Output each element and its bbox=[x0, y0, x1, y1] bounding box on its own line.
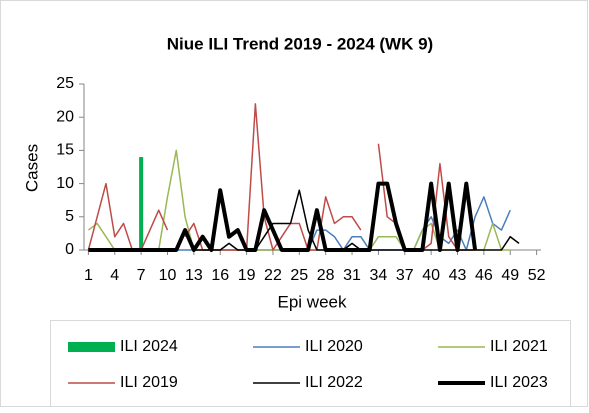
x-tick-label: 49 bbox=[501, 267, 519, 284]
x-tick-label: 7 bbox=[137, 267, 146, 284]
y-tick-label: 25 bbox=[56, 75, 74, 92]
x-tick-label: 25 bbox=[290, 267, 308, 284]
y-tick-label: 0 bbox=[65, 241, 74, 258]
x-tick-label: 40 bbox=[422, 267, 440, 284]
x-axis-label: Epi week bbox=[278, 292, 347, 311]
y-tick-label: 10 bbox=[56, 175, 74, 192]
y-tick-label: 15 bbox=[56, 142, 74, 159]
x-tick-label: 34 bbox=[370, 267, 388, 284]
x-tick-label: 52 bbox=[528, 267, 546, 284]
line bbox=[88, 181, 478, 252]
x-tick-label: 22 bbox=[264, 267, 282, 284]
x-tick-label: 43 bbox=[449, 267, 467, 284]
x-tick-label: 1 bbox=[84, 267, 93, 284]
x-tick-label: 16 bbox=[211, 267, 229, 284]
legend-label: ILI 2022 bbox=[305, 374, 363, 391]
legend-box bbox=[50, 320, 571, 407]
x-tick-label: 37 bbox=[396, 267, 414, 284]
legend-swatch bbox=[68, 342, 115, 352]
y-tick-label: 20 bbox=[56, 108, 74, 125]
x-tick-label: 4 bbox=[110, 267, 119, 284]
x-tick-label: 10 bbox=[159, 267, 177, 284]
legend-label: ILI 2021 bbox=[490, 338, 548, 355]
bar bbox=[139, 157, 144, 250]
x-tick-label: 13 bbox=[185, 267, 203, 284]
legend-label: ILI 2020 bbox=[305, 338, 363, 355]
x-tick-label: 46 bbox=[475, 267, 493, 284]
chart-title: Niue ILI Trend 2019 - 2024 (WK 9) bbox=[167, 34, 433, 53]
legend-label: ILI 2024 bbox=[120, 338, 178, 355]
legend-label: ILI 2019 bbox=[120, 374, 178, 391]
y-tick-label: 5 bbox=[65, 208, 74, 225]
legend-label: ILI 2023 bbox=[490, 374, 548, 391]
x-tick-label: 31 bbox=[343, 267, 361, 284]
x-tick-label: 28 bbox=[317, 267, 335, 284]
y-axis-label: Cases bbox=[22, 144, 41, 192]
x-tick-label: 19 bbox=[238, 267, 256, 284]
